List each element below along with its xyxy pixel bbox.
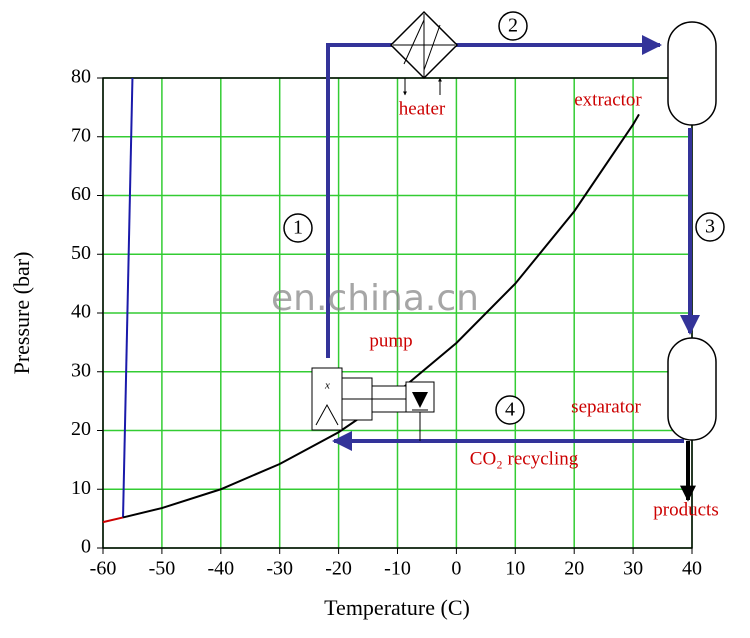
x-axis-label: Temperature (C): [324, 595, 470, 620]
y-axis-label: Pressure (bar): [9, 252, 34, 375]
y-tick-label: 70: [71, 124, 91, 146]
phase-curve: [102, 516, 124, 524]
x-tick-label: -10: [384, 558, 411, 580]
phase-curve: [122, 77, 134, 518]
step-number: 4: [505, 399, 515, 421]
x-tick-label: 40: [682, 558, 702, 580]
y-tick-label: 30: [71, 359, 91, 381]
x-tick-label: 0: [451, 558, 461, 580]
y-tick-label: 80: [71, 66, 91, 88]
x-tick-label: 20: [564, 558, 584, 580]
step-marker: [498, 11, 528, 41]
annotation: pump: [369, 330, 412, 351]
step-number: 3: [705, 216, 715, 238]
x-tick-label: -60: [90, 558, 117, 580]
x-tick-label: -50: [149, 558, 176, 580]
annotation: extractor: [574, 89, 642, 110]
x-tick-label: 10: [505, 558, 525, 580]
y-tick-label: 50: [71, 242, 91, 264]
y-tick-label: 60: [71, 183, 91, 205]
step-marker: [283, 213, 313, 243]
step-number: 1: [293, 217, 303, 239]
watermark: en.china.cn: [271, 278, 479, 319]
annotation: heater: [399, 98, 446, 119]
y-tick-label: 10: [71, 477, 91, 499]
annotation: CO₂ recycling: [470, 448, 579, 469]
annotation: separator: [571, 396, 641, 417]
step-marker: [695, 212, 725, 242]
x-tick-label: -20: [325, 558, 352, 580]
annotation: products: [653, 499, 718, 520]
step-marker: [495, 395, 525, 425]
x-tick-label: -30: [266, 558, 293, 580]
y-tick-label: 40: [71, 301, 91, 323]
svg-text:x: x: [324, 380, 330, 392]
y-tick-label: 0: [81, 536, 91, 558]
x-tick-label: -40: [207, 558, 234, 580]
y-tick-label: 20: [71, 418, 91, 440]
step-number: 2: [508, 15, 518, 37]
x-tick-label: 30: [623, 558, 643, 580]
process-flow: x: [311, 10, 717, 502]
